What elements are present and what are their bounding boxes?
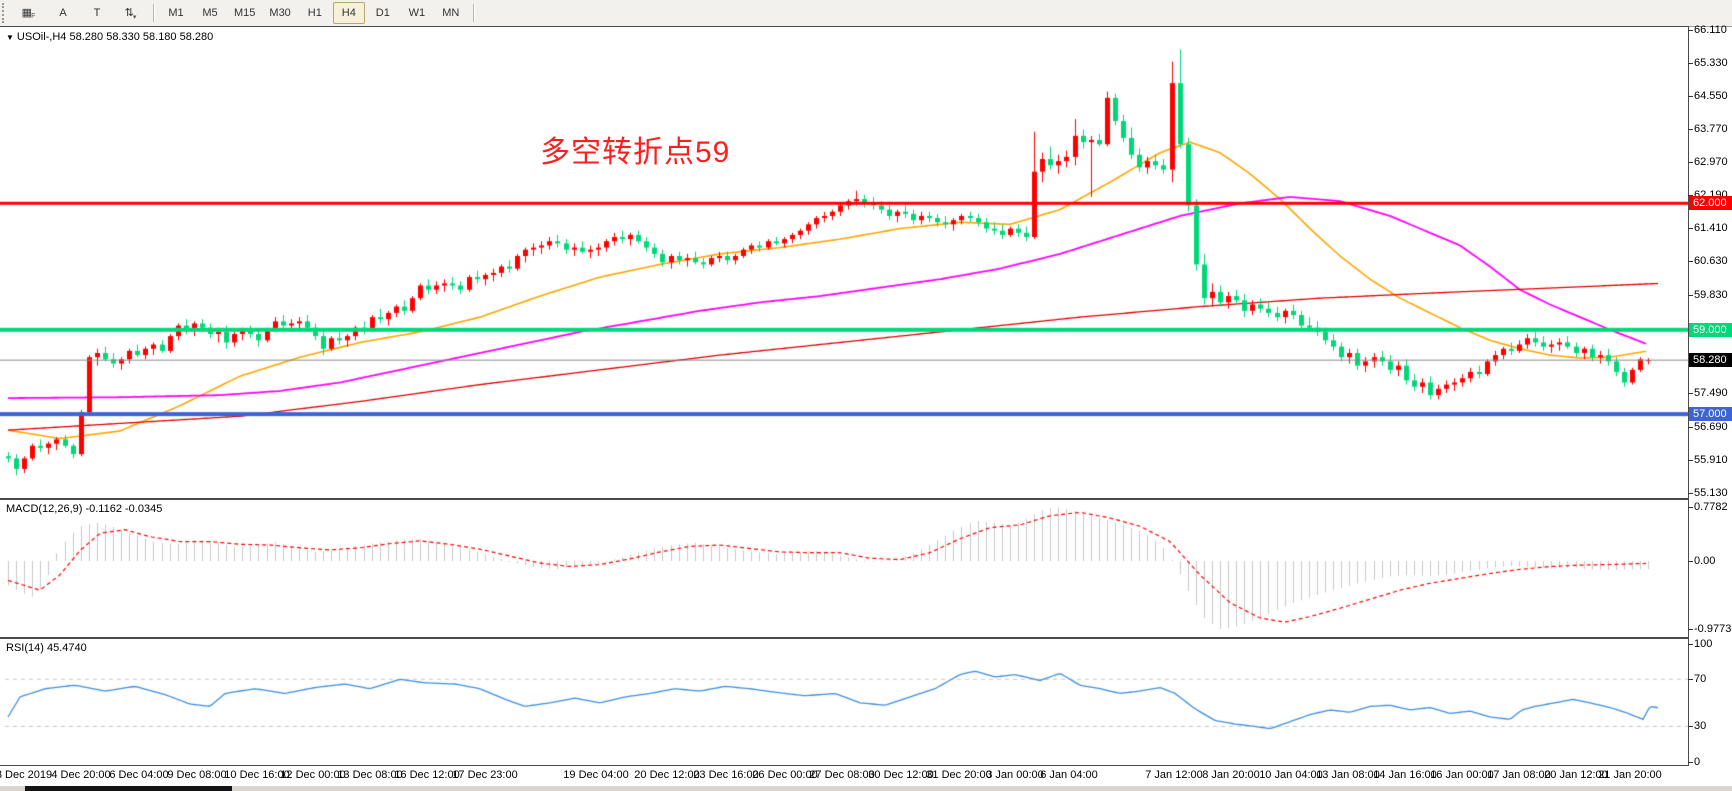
price-tick: 57.490 <box>1688 387 1728 400</box>
time-label: 10 Dec 16:00 <box>224 769 290 781</box>
time-label: 4 Dec 20:00 <box>51 769 111 781</box>
toolbar: ▦ F A T ⇅ ▾ M1 M5 M15 M30 H1 H4 D1 W1 MN <box>0 0 1732 27</box>
time-label: 16 Dec 12:00 <box>394 769 460 781</box>
time-label: 16 Jan 00:00 <box>1430 769 1494 781</box>
time-label: 17 Jan 08:00 <box>1487 769 1551 781</box>
time-label: 13 Jan 08:00 <box>1316 769 1380 781</box>
macd-tick: -0.9773 <box>1687 622 1732 635</box>
time-label: 31 Dec 20:00 <box>926 769 992 781</box>
price-tick: 63.770 <box>1688 122 1728 135</box>
arrows-tool-icon-sub: ▾ <box>132 13 137 21</box>
rsi-label: RSI(14) 45.4740 <box>6 642 87 654</box>
time-label: 8 Jan 20:00 <box>1202 769 1260 781</box>
time-label: 26 Dec 00:00 <box>752 769 818 781</box>
timeframe-buttons-group: M1 M5 M15 M30 H1 H4 D1 W1 MN <box>159 2 468 24</box>
timeframe-button-m15[interactable]: M15 <box>234 7 256 19</box>
timeframe-button-m5[interactable]: M5 <box>202 7 218 19</box>
scrollbar-thumb[interactable] <box>25 786 232 791</box>
tool-icons-group: ▦ F A T ⇅ ▾ <box>12 2 148 25</box>
macd-canvas[interactable] <box>0 500 1688 637</box>
time-label: 6 Dec 04:00 <box>109 769 169 781</box>
time-label: 6 Jan 04:00 <box>1040 769 1098 781</box>
macd-tick: 0.7782 <box>1688 500 1728 513</box>
macd-tick: 0.00 <box>1687 555 1716 567</box>
timeframe-button-w1[interactable]: W1 <box>408 7 426 19</box>
letter-a-icon[interactable]: A <box>59 7 67 20</box>
time-label: 23 Dec 16:00 <box>693 769 759 781</box>
price-tick: 55.910 <box>1688 454 1728 467</box>
price-level-badge: 59.000 <box>1689 322 1732 337</box>
time-label: 10 Jan 04:00 <box>1259 769 1323 781</box>
toolbar-grip[interactable] <box>2 3 10 23</box>
macd-panel: MACD(12,26,9) -0.1162 -0.0345 <box>0 499 1688 638</box>
symbol-dropdown-icon[interactable]: ▼ <box>6 33 14 42</box>
axis-separator-line <box>1688 26 1689 766</box>
price-tick: 61.410 <box>1688 222 1728 235</box>
timeframe-button-m1[interactable]: M1 <box>168 7 184 19</box>
time-label: 14 Jan 16:00 <box>1373 769 1437 781</box>
price-tick: 60.630 <box>1688 255 1728 268</box>
arrows-tool-icon[interactable]: ⇅ ▾ <box>124 7 137 21</box>
price-level-badge: 62.000 <box>1689 196 1732 211</box>
time-label: 7 Jan 12:00 <box>1145 769 1203 781</box>
time-label: 13 Dec 08:00 <box>337 769 403 781</box>
ohlc-quote-label: 58.280 58.330 58.180 58.280 <box>69 31 214 43</box>
price-chart-panel: ▼ USOil-,H4 58.280 58.330 58.180 58.280 多… <box>0 26 1688 499</box>
text-tool-icon[interactable]: T <box>93 7 101 20</box>
time-label: 9 Dec 08:00 <box>167 769 227 781</box>
time-axis[interactable]: 3 Dec 2019 4 Dec 20:00 6 Dec 04:00 9 Dec 08… <box>0 766 1732 786</box>
annotation-text: 多空转折点59 <box>540 136 731 169</box>
price-tick: 59.830 <box>1688 288 1728 301</box>
timeframe-button-d1[interactable]: D1 <box>375 7 390 19</box>
price-tick: 55.130 <box>1688 486 1728 499</box>
timeframe-button-h1[interactable]: H1 <box>307 7 322 19</box>
time-label: 20 Dec 12:00 <box>634 769 700 781</box>
time-label: 19 Dec 04:00 <box>563 769 629 781</box>
price-tick: 65.330 <box>1688 56 1728 69</box>
price-level-badge: 58.280 <box>1689 353 1732 368</box>
rsi-tick: 70 <box>1687 673 1707 686</box>
symbol-label: USOil-,H4 <box>16 31 67 43</box>
price-level-badge: 57.000 <box>1689 407 1732 422</box>
time-label: 12 Dec 00:00 <box>280 769 346 781</box>
price-chart-canvas[interactable] <box>0 27 1688 498</box>
rsi-tick: 30 <box>1687 720 1707 733</box>
time-label: 30 Dec 12:00 <box>868 769 934 781</box>
time-label: 3 Dec 2019 <box>0 769 53 781</box>
toolbar-separator <box>153 4 154 22</box>
time-label: 21 Jan 20:00 <box>1598 769 1662 781</box>
timeframe-button-m30[interactable]: M30 <box>269 7 291 19</box>
grid-f-icon-sub: F <box>31 13 36 21</box>
rsi-panel: RSI(14) 45.4740 <box>0 638 1688 766</box>
horizontal-scrollbar[interactable] <box>0 786 1732 791</box>
time-label: 17 Dec 23:00 <box>452 769 518 781</box>
price-tick: 64.550 <box>1688 89 1728 102</box>
price-axis[interactable]: 66.110 65.330 64.550 63.770 62.970 62.190 61.4… <box>1687 0 1732 791</box>
timeframe-button-h4[interactable]: H4 <box>332 2 365 24</box>
price-tick: 66.110 <box>1688 24 1727 36</box>
time-label: 3 Jan 00:00 <box>986 769 1044 781</box>
time-label: 27 Dec 08:00 <box>809 769 875 781</box>
symbol-quote-line: ▼ USOil-,H4 58.280 58.330 58.180 58.280 <box>6 31 213 43</box>
grid-f-icon[interactable]: ▦ F <box>21 7 36 21</box>
time-label: 20 Jan 12:00 <box>1544 769 1608 781</box>
price-tick: 62.970 <box>1688 156 1728 169</box>
timeframe-button-mn[interactable]: MN <box>442 7 460 19</box>
toolbar-separator-2 <box>472 4 474 22</box>
rsi-canvas[interactable] <box>0 639 1688 765</box>
rsi-tick: 100 <box>1687 638 1713 650</box>
price-tick: 56.690 <box>1688 421 1728 434</box>
macd-label: MACD(12,26,9) -0.1162 -0.0345 <box>6 503 163 515</box>
rsi-tick: 0 <box>1687 755 1701 768</box>
